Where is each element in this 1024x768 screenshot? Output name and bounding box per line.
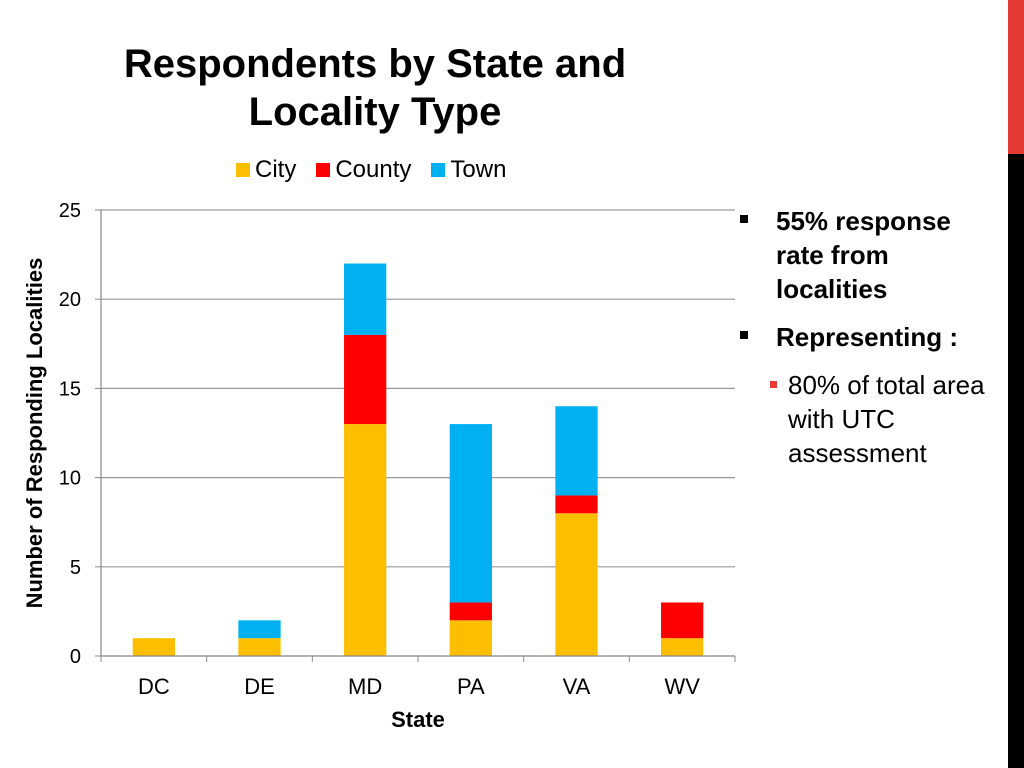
x-tick-label: WV (664, 674, 700, 699)
bullet-response-rate: 55% response rate from localities (738, 204, 1000, 306)
y-tick-label: 15 (59, 378, 81, 400)
bullet-text: 55% response rate from localities (776, 206, 951, 304)
x-tick-label: MD (348, 674, 382, 699)
chart-legend: City County Town (236, 156, 526, 184)
bar-va-town (555, 406, 598, 496)
bar-va-county (555, 495, 598, 514)
bar-md-town (344, 263, 387, 335)
y-tick-label: 20 (59, 289, 81, 311)
bar-va-city (555, 513, 598, 656)
x-tick-label: PA (457, 674, 485, 699)
square-bullet-icon (740, 215, 748, 223)
bar-md-county (344, 334, 387, 425)
legend-swatch-city (236, 163, 250, 177)
x-axis-title: State (391, 707, 445, 732)
legend-item-county: County (316, 156, 411, 184)
sub-bullet-text: 80% of total area with UTC assessment (788, 370, 985, 468)
legend-item-town: Town (431, 156, 506, 184)
legend-swatch-county (316, 163, 331, 177)
bar-wv-county (661, 602, 704, 639)
legend-label-city: City (255, 156, 297, 183)
y-tick-label: 5 (70, 557, 81, 579)
bar-pa-city (449, 620, 492, 656)
bar-md-city (344, 424, 387, 656)
legend-label-town: Town (450, 156, 507, 183)
y-tick-label: 25 (59, 200, 81, 222)
slide-accent-bar-red (1008, 0, 1024, 154)
y-tick-label: 10 (59, 468, 81, 490)
square-bullet-icon (740, 331, 748, 339)
legend-item-city: City (236, 156, 296, 184)
y-tick-label: 0 (70, 646, 81, 668)
x-tick-label: VA (563, 674, 591, 699)
bar-dc-city (132, 638, 175, 656)
bar-layer (132, 263, 704, 656)
slide-accent-bar-black (1008, 154, 1024, 768)
bar-pa-town (449, 424, 492, 603)
bar-de-town (238, 620, 281, 639)
grid-layer (101, 209, 735, 568)
square-sub-bullet-icon (770, 381, 777, 388)
bar-wv-city (661, 638, 704, 656)
legend-swatch-town (431, 163, 446, 177)
bullet-text: Representing : (776, 322, 959, 352)
x-tick-label: DC (138, 674, 170, 699)
bullet-list: 55% response rate from localities Repres… (738, 204, 1000, 470)
bar-pa-county (449, 602, 492, 621)
sub-bullet-area: 80% of total area with UTC assessment (738, 368, 1000, 470)
stacked-bar-chart: 0 5 10 15 20 25 DC DE MD PA VA WV State Number of R… (22, 200, 736, 732)
legend-label-county: County (335, 156, 412, 183)
bullet-representing: Representing : (738, 320, 1000, 354)
x-tick-label: DE (244, 674, 275, 699)
y-axis-title: Number of Responding Localities (22, 258, 47, 609)
axis-layer: 0 5 10 15 20 25 DC DE MD PA VA WV (59, 200, 736, 699)
bar-de-city (238, 638, 281, 656)
chart-title: Respondents by State and Locality Type (123, 42, 627, 134)
